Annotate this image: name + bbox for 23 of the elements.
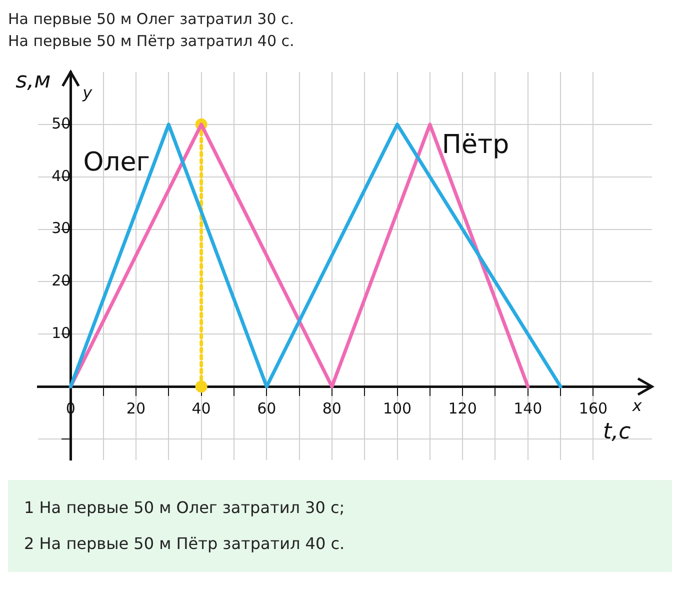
- y-tick-label: 20: [52, 272, 71, 290]
- y-tick-label: 30: [52, 219, 71, 238]
- text: 1 На первые 50 м Олег затратил 30 с;: [24, 497, 346, 519]
- annotation: x: [631, 396, 642, 415]
- text: На первые 50 м Олег затратил 30 с.: [8, 9, 296, 30]
- x-axis-title: t,с: [603, 419, 631, 444]
- y-tick-label: 10: [52, 324, 71, 342]
- y-axis-title: s,м: [16, 68, 51, 94]
- x-tick-label: 60: [257, 399, 276, 418]
- y-tick-label: 50: [52, 114, 71, 132]
- series-label: Пётр: [442, 130, 510, 160]
- y-tick-label: 40: [52, 166, 71, 185]
- annotation: y: [82, 83, 93, 102]
- text: 2 На первые 50 м Пётр затратил 40 с.: [24, 533, 346, 555]
- x-tick-label: 80: [322, 399, 342, 418]
- series-label: Олег: [83, 148, 150, 178]
- text: На первые 50 м Пётр затратил 40 с.: [8, 31, 296, 52]
- x-tick-label: 140: [514, 399, 542, 418]
- x-tick-label: 40: [192, 399, 211, 418]
- x-tick-label: 100: [382, 399, 412, 418]
- x-tick-label: 160: [578, 399, 608, 418]
- x-tick-label: 20: [126, 399, 146, 418]
- x-tick-label: 120: [448, 399, 477, 418]
